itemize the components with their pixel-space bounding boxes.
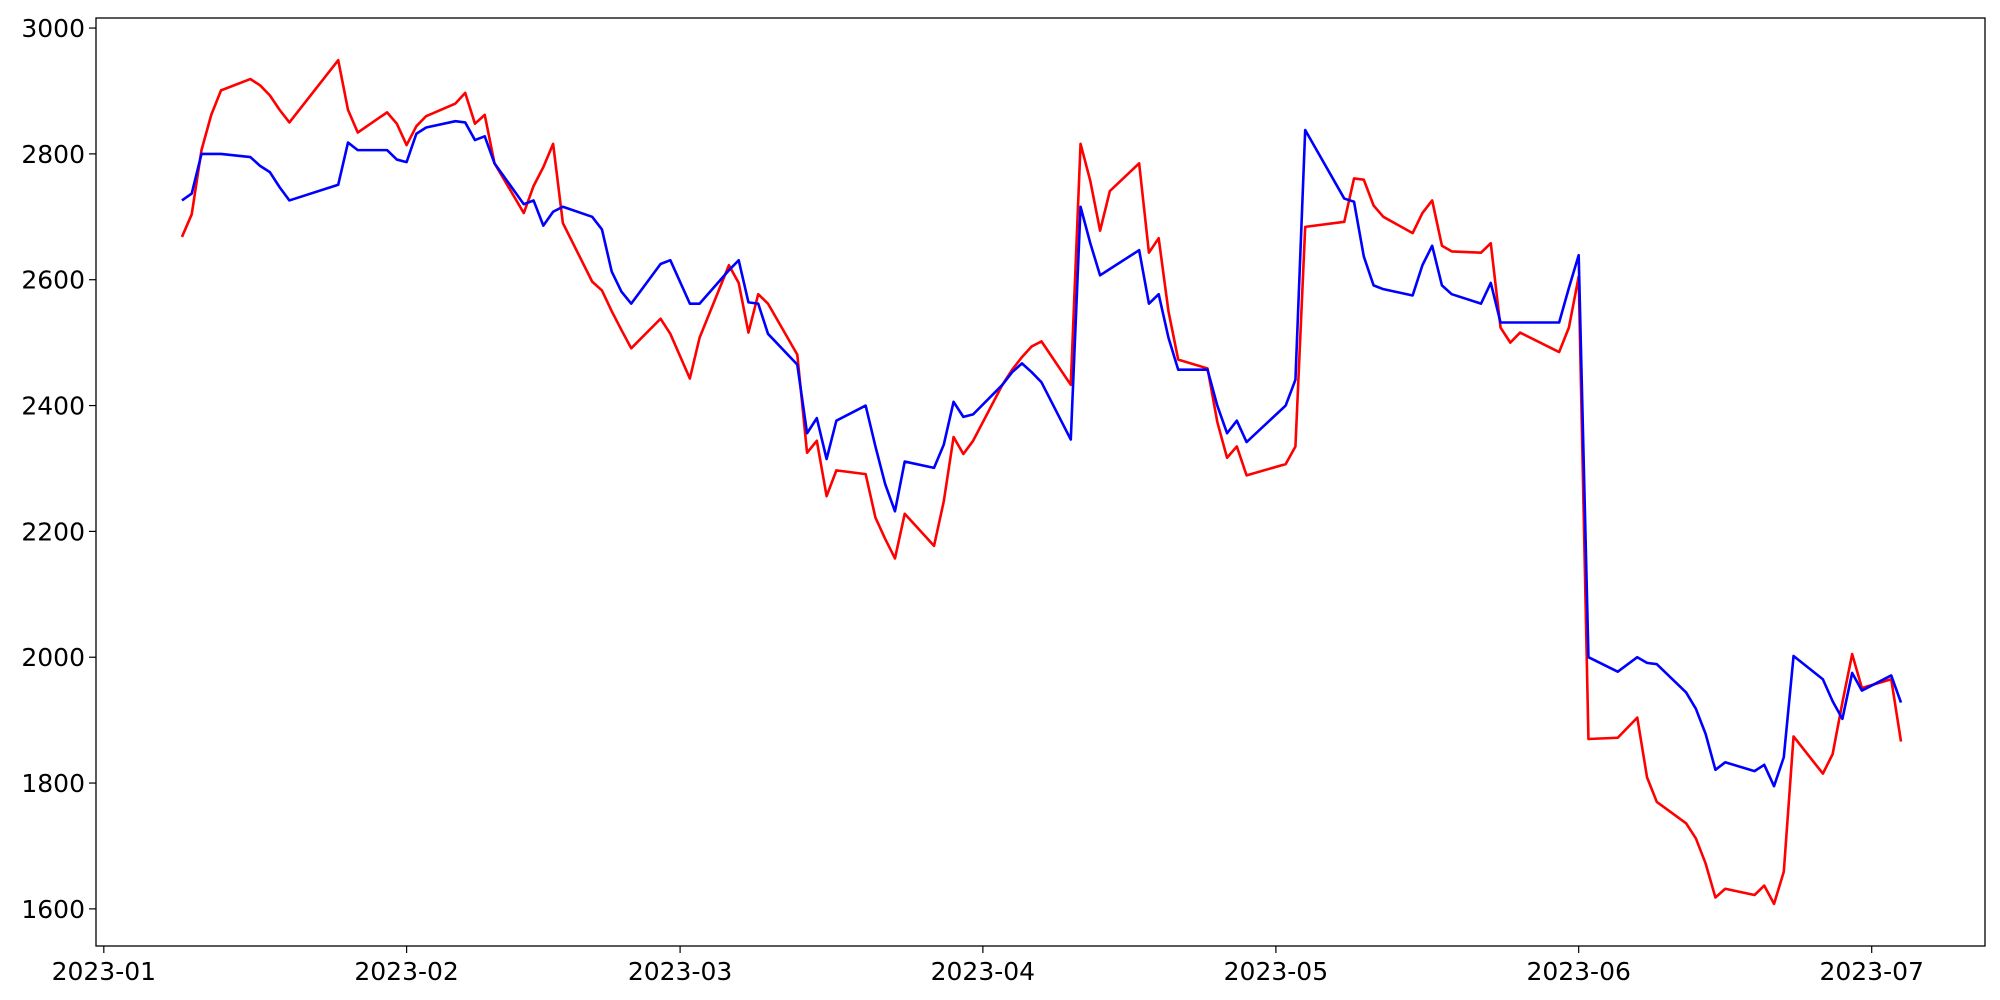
y-tick-label: 1800 bbox=[21, 769, 85, 798]
y-tick-label: 2200 bbox=[21, 517, 85, 546]
x-tick-label: 2023-02 bbox=[354, 957, 458, 986]
y-tick-label: 1600 bbox=[21, 895, 85, 924]
x-tick-label: 2023-07 bbox=[1819, 957, 1923, 986]
series-line bbox=[181, 119, 1903, 788]
x-tick-label: 2023-01 bbox=[52, 957, 156, 986]
x-tick-label: 2023-04 bbox=[931, 957, 1035, 986]
plot-frame bbox=[95, 17, 1986, 947]
y-tick-label: 2600 bbox=[21, 266, 85, 295]
x-tick-label: 2023-06 bbox=[1526, 957, 1630, 986]
y-tick-label: 2000 bbox=[21, 643, 85, 672]
x-tick-label: 2023-03 bbox=[628, 957, 732, 986]
y-tick-label: 2400 bbox=[21, 392, 85, 421]
y-tick-label: 3000 bbox=[21, 14, 85, 43]
x-tick-label: 2023-05 bbox=[1224, 957, 1328, 986]
y-tick-label: 2800 bbox=[21, 140, 85, 169]
series-line bbox=[180, 58, 1903, 906]
